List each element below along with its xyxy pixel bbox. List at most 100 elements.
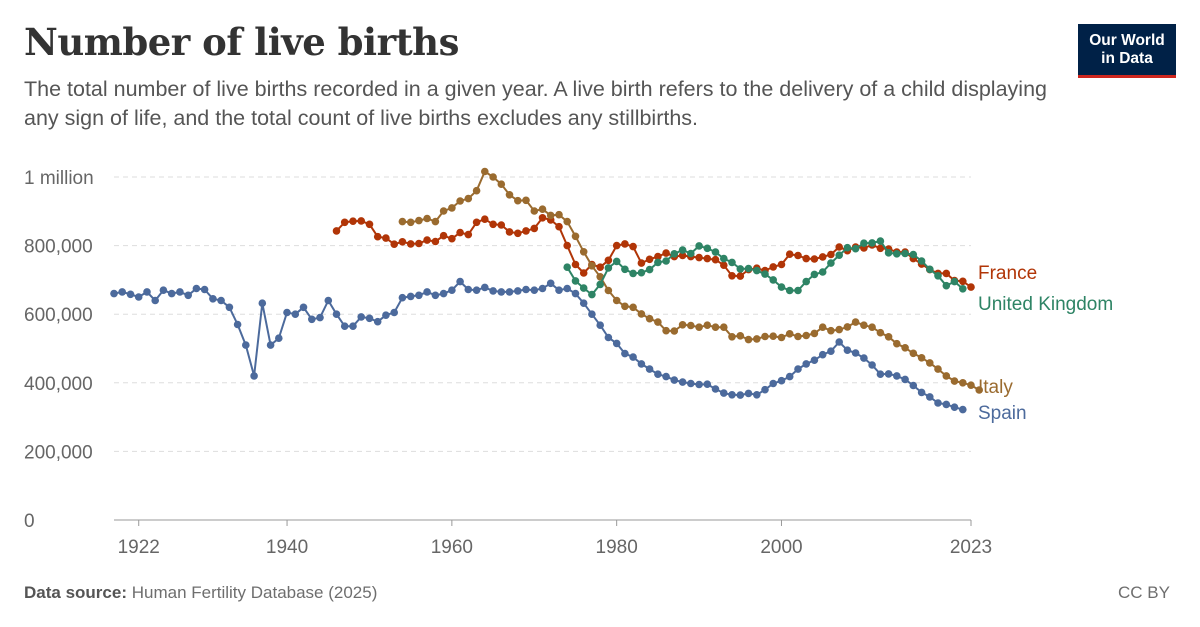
- data-point: [884, 370, 893, 378]
- data-point: [612, 339, 621, 348]
- data-point: [753, 391, 761, 399]
- data-point: [316, 313, 324, 322]
- data-point: [209, 295, 217, 303]
- data-point: [777, 260, 786, 269]
- data-point: [439, 207, 448, 215]
- data-point: [629, 353, 637, 361]
- data-point: [785, 330, 794, 338]
- owid-logo[interactable]: Our World in Data: [1078, 24, 1176, 78]
- data-point: [472, 286, 481, 295]
- data-point: [571, 277, 580, 285]
- data-point: [720, 323, 728, 332]
- data-point: [579, 284, 588, 292]
- data-point: [728, 272, 736, 280]
- data-point: [522, 285, 530, 294]
- data-point: [893, 372, 901, 380]
- data-point: [967, 381, 975, 390]
- data-point: [464, 285, 473, 294]
- data-point: [596, 280, 604, 289]
- data-point: [497, 180, 506, 188]
- data-point: [571, 260, 580, 269]
- data-point: [934, 399, 942, 407]
- data-point: [390, 240, 399, 248]
- data-point: [687, 321, 695, 330]
- data-point: [777, 283, 786, 291]
- data-point: [604, 286, 613, 295]
- data-point: [769, 379, 777, 388]
- data-point: [818, 350, 827, 359]
- data-point: [901, 344, 909, 352]
- data-point: [398, 293, 407, 302]
- data-point: [901, 375, 909, 384]
- series-line: [113, 280, 964, 411]
- data-point: [761, 270, 769, 278]
- data-point: [645, 314, 654, 323]
- data-point: [637, 360, 646, 368]
- data-point: [827, 347, 835, 356]
- series-label-united-kingdom: United Kingdom: [978, 294, 1113, 315]
- data-point: [308, 315, 316, 324]
- data-point: [134, 293, 143, 301]
- data-point: [258, 299, 267, 308]
- data-point: [777, 333, 786, 342]
- data-point: [538, 205, 547, 213]
- data-point: [703, 321, 712, 330]
- license-label[interactable]: CC BY: [1118, 583, 1170, 602]
- data-point: [472, 186, 481, 195]
- data-point: [695, 323, 703, 332]
- data-point: [959, 277, 967, 286]
- data-point: [464, 230, 473, 239]
- data-point: [654, 258, 662, 267]
- data-point: [810, 356, 819, 365]
- data-point: [332, 227, 341, 235]
- data-point: [579, 269, 588, 277]
- data-point: [340, 218, 349, 227]
- data-point: [728, 258, 736, 267]
- data-point: [398, 238, 407, 246]
- data-point: [959, 379, 967, 387]
- data-point: [373, 232, 382, 241]
- data-point: [588, 262, 596, 270]
- data-point: [637, 259, 646, 267]
- data-point: [736, 332, 745, 340]
- data-point: [720, 254, 728, 263]
- data-point: [868, 361, 876, 369]
- gridlines: [114, 176, 971, 452]
- data-point: [505, 228, 514, 236]
- data-point: [505, 191, 514, 199]
- data-point: [794, 365, 802, 373]
- data-point: [860, 239, 868, 247]
- data-point: [802, 254, 810, 263]
- data-point: [794, 332, 802, 341]
- data-point: [753, 335, 761, 343]
- data-point: [621, 302, 629, 311]
- data-point: [909, 349, 918, 358]
- data-point: [629, 242, 637, 251]
- data-point: [530, 207, 539, 215]
- data-point: [728, 333, 736, 341]
- data-point: [934, 272, 942, 280]
- data-point: [291, 310, 300, 319]
- series-united-kingdom: [563, 237, 967, 299]
- data-point: [827, 259, 835, 267]
- data-point: [687, 379, 695, 388]
- data-point: [950, 277, 959, 286]
- data-point: [637, 268, 646, 277]
- data-point: [555, 210, 563, 219]
- data-point: [217, 296, 225, 305]
- data-point: [703, 254, 712, 263]
- data-point: [654, 252, 662, 261]
- data-point: [711, 323, 720, 332]
- data-point: [546, 211, 555, 220]
- data-point: [818, 323, 827, 332]
- series-label-france: France: [978, 263, 1037, 284]
- series-label-italy: Italy: [978, 377, 1013, 398]
- source-text[interactable]: Human Fertility Database (2025): [131, 583, 378, 602]
- data-point: [233, 320, 242, 329]
- data-point: [769, 332, 777, 341]
- data-point: [439, 289, 448, 298]
- data-point: [431, 291, 440, 300]
- chart-title: Number of live births: [24, 20, 459, 64]
- series-label-spain: Spain: [978, 403, 1027, 424]
